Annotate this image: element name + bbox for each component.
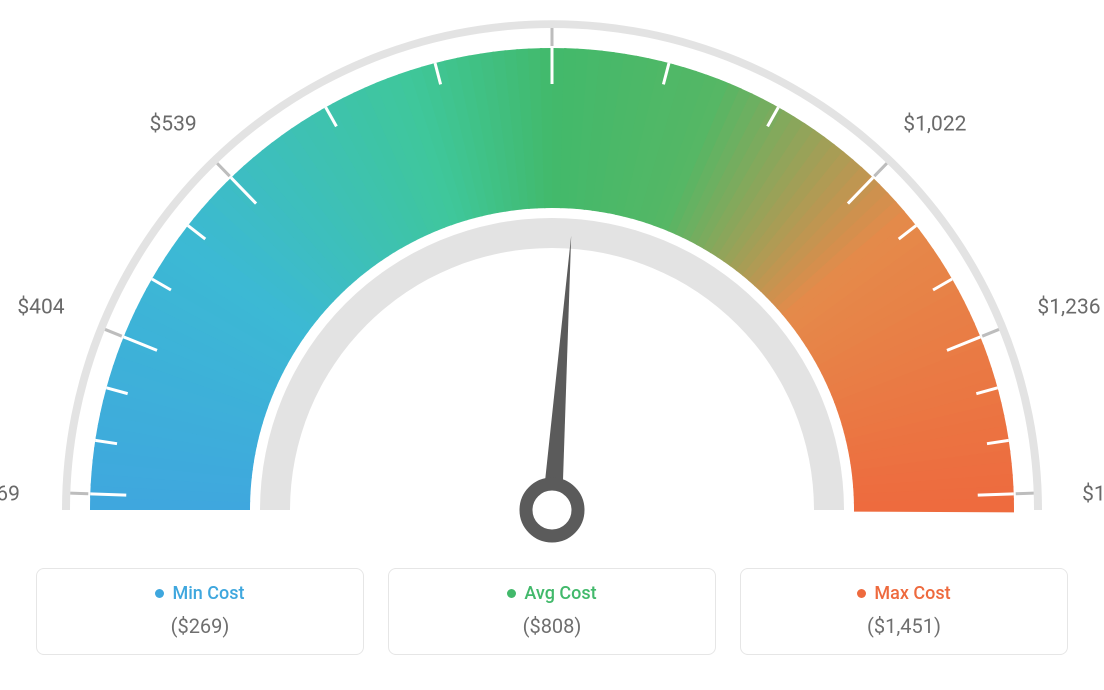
gauge-tick-label: $269 [0,482,20,506]
legend-card-max: Max Cost ($1,451) [740,568,1068,655]
legend-title-avg: Avg Cost [507,583,596,604]
legend-value-max: ($1,451) [751,614,1057,638]
legend-dot-max [857,589,866,598]
legend-dot-avg [507,589,516,598]
legend-title-min: Min Cost [155,583,244,604]
legend-label-max: Max Cost [874,583,950,604]
chart-container: $269$404$539$808$1,022$1,236$1,451 Min C… [0,0,1104,690]
gauge-area: $269$404$539$808$1,022$1,236$1,451 [0,0,1104,560]
legend-value-avg: ($808) [399,614,705,638]
legend-dot-min [155,589,164,598]
gauge-tick-label: $404 [17,296,64,320]
legend-value-min: ($269) [47,614,353,638]
legend-row: Min Cost ($269) Avg Cost ($808) Max Cost… [0,568,1104,655]
legend-card-min: Min Cost ($269) [36,568,364,655]
gauge-needle-base [526,484,578,536]
legend-title-max: Max Cost [857,583,950,604]
gauge-tick-label: $1,451 [1082,482,1104,506]
gauge-tick-label: $1,022 [903,113,966,137]
gauge-tick-label: $1,236 [1037,296,1100,320]
legend-label-avg: Avg Cost [524,583,596,604]
gauge-needle [542,236,571,511]
legend-card-avg: Avg Cost ($808) [388,568,716,655]
gauge-tick-label: $539 [150,113,197,137]
legend-label-min: Min Cost [172,583,244,604]
gauge-chart: $269$404$539$808$1,022$1,236$1,451 [0,0,1104,560]
